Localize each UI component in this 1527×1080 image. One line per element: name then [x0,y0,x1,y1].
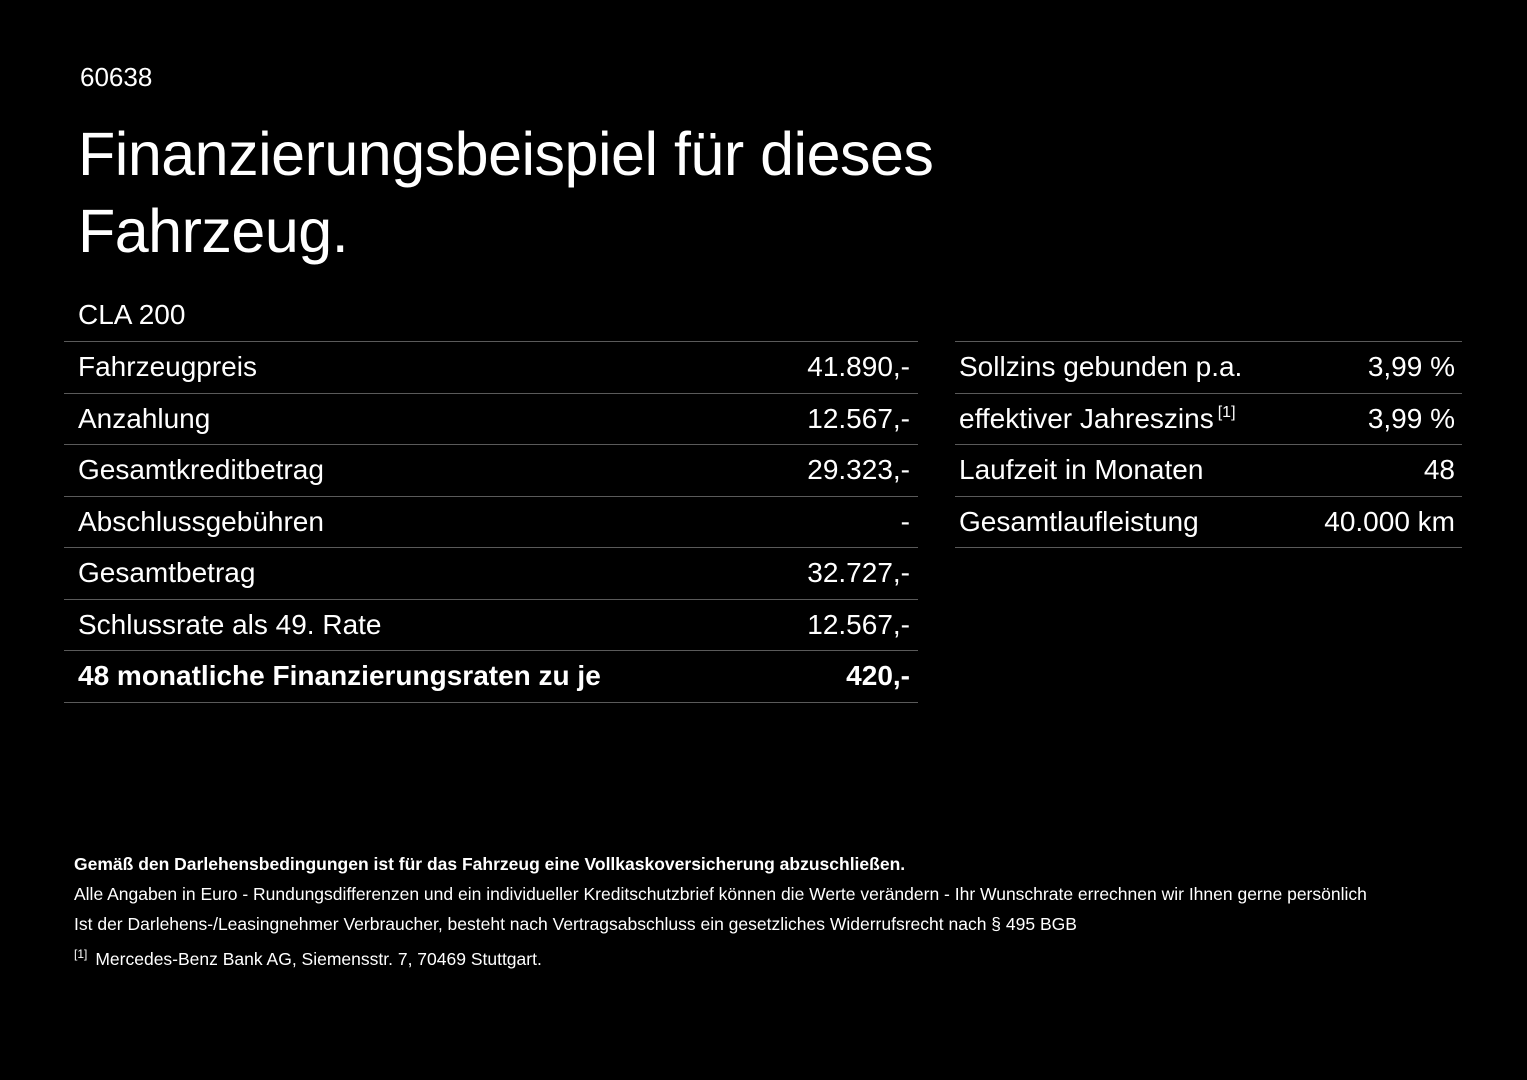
row-label: Fahrzeugpreis [78,351,257,383]
row-label-text: effektiver Jahreszins [959,402,1214,434]
insurance-note: Gemäß den Darlehensbedingungen ist für d… [74,854,906,874]
financing-table-right: Sollzins gebunden p.a. 3,99 % effektiver… [955,341,1462,548]
row-value: 12.567,- [807,402,910,434]
disclaimer-line-2: Ist der Darlehens-/Leasingnehmer Verbrau… [74,914,1077,934]
row-label: Sollzins gebunden p.a. [959,351,1243,383]
row-label: Abschlussgebühren [78,505,324,537]
row-label: Gesamtlaufleistung [959,505,1199,537]
vehicle-model-label: CLA 200 [78,299,186,330]
table-row: Sollzins gebunden p.a. 3,99 % [955,342,1462,394]
row-value: 3,99 % [1367,402,1455,434]
financing-table-left: Fahrzeugpreis 41.890,- Anzahlung 12.567,… [64,341,918,703]
row-label: Schlussrate als 49. Rate [78,608,382,640]
table-row: Laufzeit in Monaten 48 [955,445,1462,497]
table-row: Fahrzeugpreis 41.890,- [64,342,918,394]
table-row: Abschlussgebühren - [64,497,918,548]
row-label: Anzahlung [78,402,211,434]
page-title-line2: Fahrzeug. [78,197,349,265]
row-value: 48 [1423,454,1455,486]
row-value: 40.000 km [1324,505,1455,537]
table-row: Gesamtbetrag 32.727,- [64,548,918,600]
row-value: 12.567,- [807,608,910,640]
row-value: 32.727,- [807,557,910,589]
disclaimer-line-1: Alle Angaben in Euro - Rundungsdifferenz… [74,884,1367,904]
row-label: Laufzeit in Monaten [959,454,1204,486]
footnote-text: Mercedes-Benz Bank AG, Siemensstr. 7, 70… [95,949,542,969]
row-value: 29.323,- [807,454,910,486]
footnote-marker: [1] [1217,404,1236,422]
table-row: Schlussrate als 49. Rate 12.567,- [64,600,918,651]
table-row: Gesamtlaufleistung 40.000 km [955,497,1462,548]
table-row-monthly-rate: 48 monatliche Finanzierungsraten zu je 4… [64,651,918,703]
row-value: - [900,505,910,537]
row-label: 48 monatliche Finanzierungsraten zu je [78,660,601,692]
footnote-reference: [1] Mercedes-Benz Bank AG, Siemensstr. 7,… [74,944,1367,974]
row-label: effektiver Jahreszins [1] [959,403,1236,435]
page-title-line1: Finanzierungsbeispiel für dieses [78,120,934,188]
table-row: Gesamtkreditbetrag 29.323,- [64,445,918,497]
footnote-marker: [1] [74,947,88,962]
row-value: 3,99 % [1367,351,1455,383]
row-value: 420,- [846,660,910,692]
row-label: Gesamtbetrag [78,557,256,589]
page-title: Finanzierungsbeispiel für dieses Fahrzeug… [78,116,934,270]
row-label: Gesamtkreditbetrag [78,454,324,486]
table-row: Anzahlung 12.567,- [64,394,918,445]
row-value: 41.890,- [807,351,910,383]
document-number: 60638 [80,62,153,92]
table-row: effektiver Jahreszins [1] 3,99 % [955,394,1462,445]
legal-footer: Gemäß den Darlehensbedingungen ist für d… [74,849,1367,974]
